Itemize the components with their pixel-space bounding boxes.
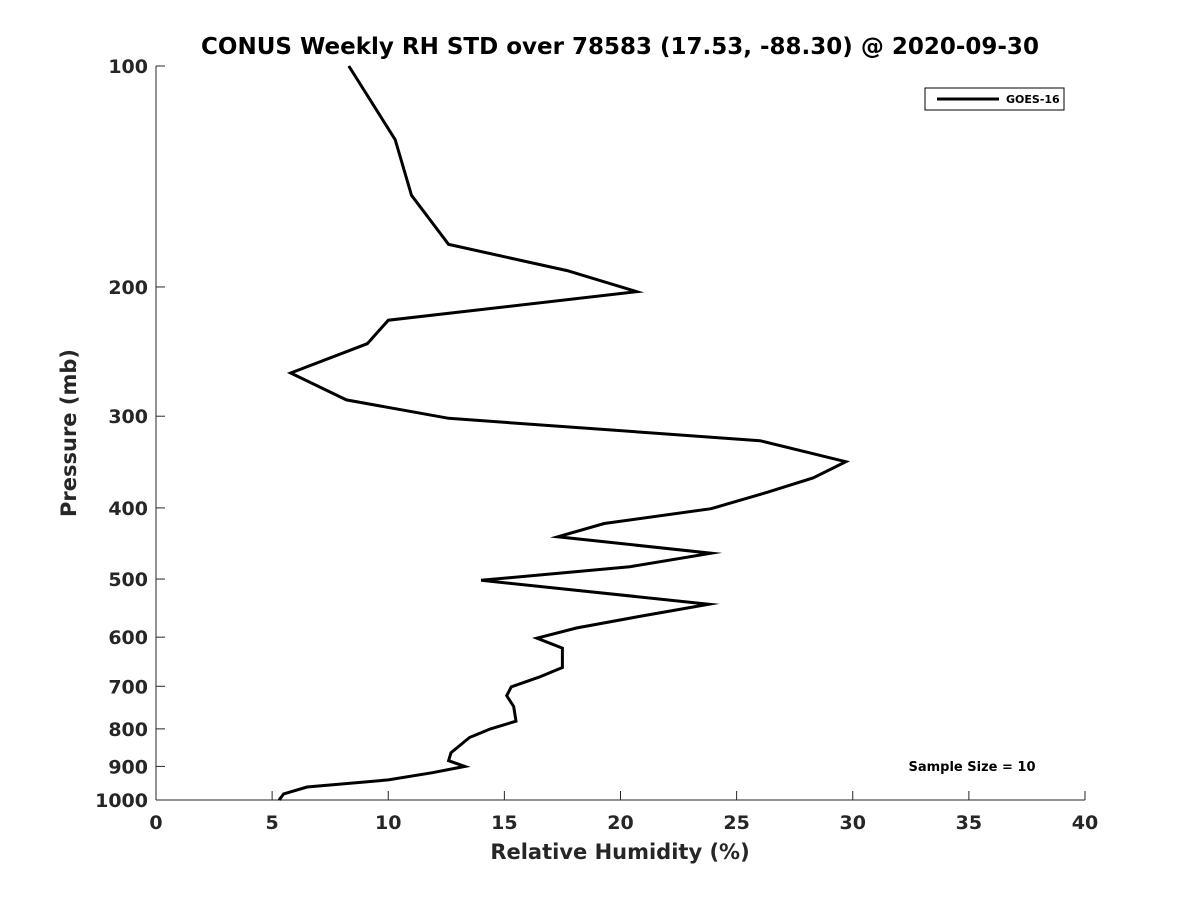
y-tick-label-100: 100 [108, 56, 148, 78]
x-tick-label-40: 40 [1072, 812, 1098, 834]
y-tick-label-800: 800 [108, 719, 148, 741]
legend: GOES-16 [924, 87, 1065, 111]
plot-area: 0 5 10 15 20 25 30 35 40 100 200 300 400 500 600 700 800… [95, 56, 1098, 834]
x-tick-label-5: 5 [266, 812, 279, 834]
y-tick-label-200: 200 [108, 277, 148, 299]
y-tick-label-500: 500 [108, 569, 148, 591]
sample-size-annotation: Sample Size = 10 [908, 760, 1035, 775]
x-tick-label-25: 25 [723, 812, 749, 834]
x-tick-label-35: 35 [956, 812, 982, 834]
x-axis-label: Relative Humidity (%) [490, 840, 749, 864]
x-tick-label-15: 15 [491, 812, 517, 834]
x-tick-label-0: 0 [149, 812, 162, 834]
y-tick-label-600: 600 [108, 627, 148, 649]
y-tick-label-1000: 1000 [95, 790, 148, 812]
y-tick-label-700: 700 [108, 676, 148, 698]
chart-title: CONUS Weekly RH STD over 78583 (17.53, -… [201, 34, 1039, 60]
series-line-goes-16 [277, 65, 851, 801]
y-tick-label-900: 900 [108, 756, 148, 778]
y-tick-label-400: 400 [108, 498, 148, 520]
legend-label-goes-16: GOES-16 [1006, 93, 1060, 106]
y-axis-label: Pressure (mb) [57, 349, 81, 517]
x-tick-label-10: 10 [375, 812, 401, 834]
x-tick-label-20: 20 [607, 812, 633, 834]
x-tick-label-30: 30 [840, 812, 866, 834]
y-tick-label-300: 300 [108, 406, 148, 428]
